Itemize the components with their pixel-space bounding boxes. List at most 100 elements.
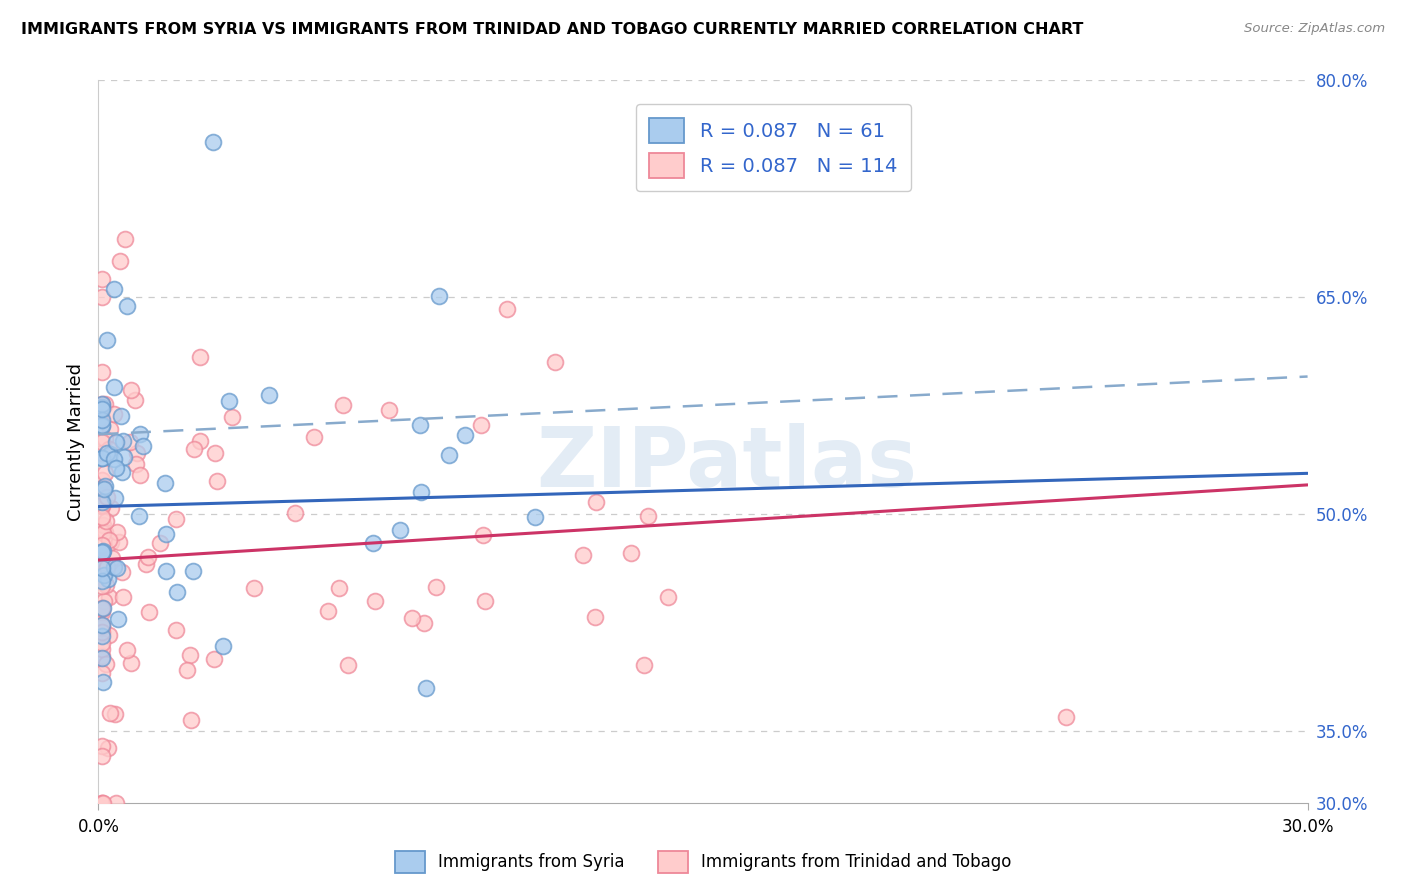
Point xyxy=(1054,710,1077,724)
Point xyxy=(108,254,131,268)
Point xyxy=(94,657,117,671)
Point xyxy=(633,657,655,672)
Point xyxy=(94,396,117,410)
Point xyxy=(94,524,117,539)
Point xyxy=(91,796,114,810)
Point xyxy=(100,535,122,549)
Point xyxy=(91,498,114,512)
Point xyxy=(103,282,125,296)
Point xyxy=(637,508,659,523)
Point xyxy=(93,568,115,582)
Point xyxy=(408,417,430,432)
Point xyxy=(91,641,114,656)
Point xyxy=(121,657,143,671)
Point xyxy=(91,366,114,380)
Point xyxy=(91,411,114,425)
Point xyxy=(221,409,243,424)
Point xyxy=(378,402,401,417)
Point xyxy=(112,450,135,465)
Text: Source: ZipAtlas.com: Source: ZipAtlas.com xyxy=(1244,22,1385,36)
Point xyxy=(202,135,225,149)
Point xyxy=(361,536,384,550)
Point xyxy=(91,625,114,640)
Point xyxy=(91,602,114,616)
Point xyxy=(202,652,225,666)
Point xyxy=(425,580,447,594)
Point xyxy=(585,495,607,509)
Point xyxy=(104,796,127,810)
Point xyxy=(98,442,121,457)
Point xyxy=(166,585,188,599)
Point xyxy=(111,465,134,479)
Point xyxy=(125,457,148,471)
Point xyxy=(401,611,423,625)
Point xyxy=(91,499,114,513)
Point xyxy=(91,545,114,559)
Point xyxy=(96,490,118,504)
Point xyxy=(316,604,339,618)
Point xyxy=(153,475,176,490)
Point xyxy=(93,600,115,615)
Point xyxy=(100,500,122,515)
Point xyxy=(332,398,354,412)
Point xyxy=(129,468,152,483)
Point xyxy=(179,648,201,662)
Point xyxy=(284,507,307,521)
Point xyxy=(91,620,114,634)
Point xyxy=(103,408,125,422)
Legend: R = 0.087   N = 61, R = 0.087   N = 114: R = 0.087 N = 61, R = 0.087 N = 114 xyxy=(636,104,911,192)
Point xyxy=(91,555,114,569)
Point xyxy=(91,561,114,575)
Point xyxy=(91,509,114,524)
Point xyxy=(138,605,160,619)
Point xyxy=(91,629,114,643)
Point xyxy=(544,355,567,369)
Point xyxy=(91,618,114,632)
Point xyxy=(94,466,117,480)
Point xyxy=(91,574,114,588)
Point xyxy=(91,538,114,552)
Point xyxy=(91,402,114,417)
Point xyxy=(135,558,157,572)
Point xyxy=(108,535,131,549)
Point xyxy=(111,566,134,580)
Point xyxy=(91,290,114,304)
Point xyxy=(93,594,115,608)
Point xyxy=(105,561,128,575)
Point xyxy=(98,447,121,461)
Point xyxy=(127,446,149,460)
Point xyxy=(571,548,593,562)
Point xyxy=(124,392,146,407)
Point xyxy=(165,512,187,526)
Point xyxy=(91,451,114,466)
Point xyxy=(149,536,172,550)
Point xyxy=(91,605,114,619)
Point xyxy=(304,430,326,444)
Point xyxy=(176,663,198,677)
Point xyxy=(388,523,411,537)
Point xyxy=(120,434,142,449)
Point xyxy=(259,388,281,402)
Point xyxy=(91,413,114,427)
Point xyxy=(524,509,547,524)
Point xyxy=(437,448,460,462)
Point xyxy=(620,546,643,560)
Point xyxy=(91,648,114,663)
Point xyxy=(211,639,233,653)
Point xyxy=(474,594,496,608)
Point xyxy=(105,525,128,540)
Y-axis label: Currently Married: Currently Married xyxy=(66,362,84,521)
Point xyxy=(583,610,606,624)
Point xyxy=(415,681,437,695)
Point xyxy=(91,397,114,411)
Point xyxy=(427,289,450,303)
Point xyxy=(91,796,114,810)
Point xyxy=(204,446,226,460)
Point xyxy=(93,564,115,578)
Point xyxy=(111,434,134,449)
Point xyxy=(98,591,121,605)
Point xyxy=(91,446,114,460)
Point xyxy=(413,615,436,630)
Point xyxy=(91,397,114,411)
Point xyxy=(328,581,350,595)
